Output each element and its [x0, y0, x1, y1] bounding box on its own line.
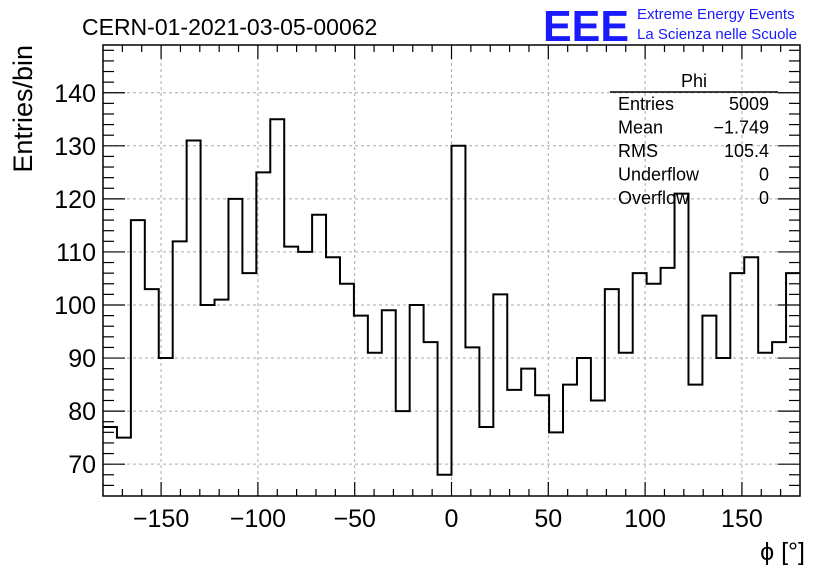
axis-ticks	[103, 45, 800, 496]
stats-label: Underflow	[618, 165, 700, 185]
x-tick-labels: −150 −100 −50 0 50 100 150	[133, 505, 763, 533]
stats-value: −1.749	[713, 118, 769, 138]
stats-label: Overflow	[618, 188, 690, 208]
stats-value: 0	[759, 165, 769, 185]
logo-line-1: Extreme Energy Events	[637, 6, 795, 23]
x-tick-label: 150	[721, 505, 763, 533]
y-tick-label: 140	[54, 80, 96, 108]
stats-rows: Entries 5009 Mean −1.749 RMS 105.4 Underflow 0 O…	[618, 94, 769, 208]
y-tick-label: 90	[68, 345, 96, 373]
y-tick-label: 100	[54, 292, 96, 320]
x-axis-label: ϕ [°]	[760, 538, 805, 566]
stats-header: Phi	[681, 71, 707, 91]
y-tick-label: 130	[54, 133, 96, 161]
y-tick-labels: 70 80 90 100 110 120 130 140	[54, 80, 96, 479]
stats-value: 5009	[729, 94, 769, 114]
histogram-line	[103, 118, 800, 476]
x-tick-label: −150	[133, 505, 189, 533]
logo-mark: EEE	[543, 2, 629, 51]
y-tick-label: 120	[54, 186, 96, 214]
stats-label: RMS	[618, 141, 658, 161]
eee-logo: EEE Extreme Energy Events La Scienza nel…	[543, 2, 797, 51]
chart-title: CERN-01-2021-03-05-00062	[82, 14, 377, 40]
x-tick-label: 100	[624, 505, 666, 533]
x-tick-label: 50	[534, 505, 562, 533]
logo-line-2: La Scienza nelle Scuole	[637, 26, 797, 43]
y-tick-label: 110	[56, 239, 96, 267]
x-tick-label: −100	[230, 505, 286, 533]
y-tick-label: 70	[68, 451, 96, 479]
stats-label: Entries	[618, 94, 674, 114]
stats-box: Phi Entries 5009 Mean −1.749 RMS 105.4 Underfl…	[610, 71, 778, 208]
stats-value: 0	[759, 188, 769, 208]
x-tick-label: 0	[445, 505, 459, 533]
y-axis-label: Entries/bin	[8, 45, 38, 173]
stats-label: Mean	[618, 118, 663, 138]
x-tick-label: −50	[333, 505, 375, 533]
y-tick-label: 80	[68, 398, 96, 426]
stats-value: 105.4	[724, 141, 769, 161]
